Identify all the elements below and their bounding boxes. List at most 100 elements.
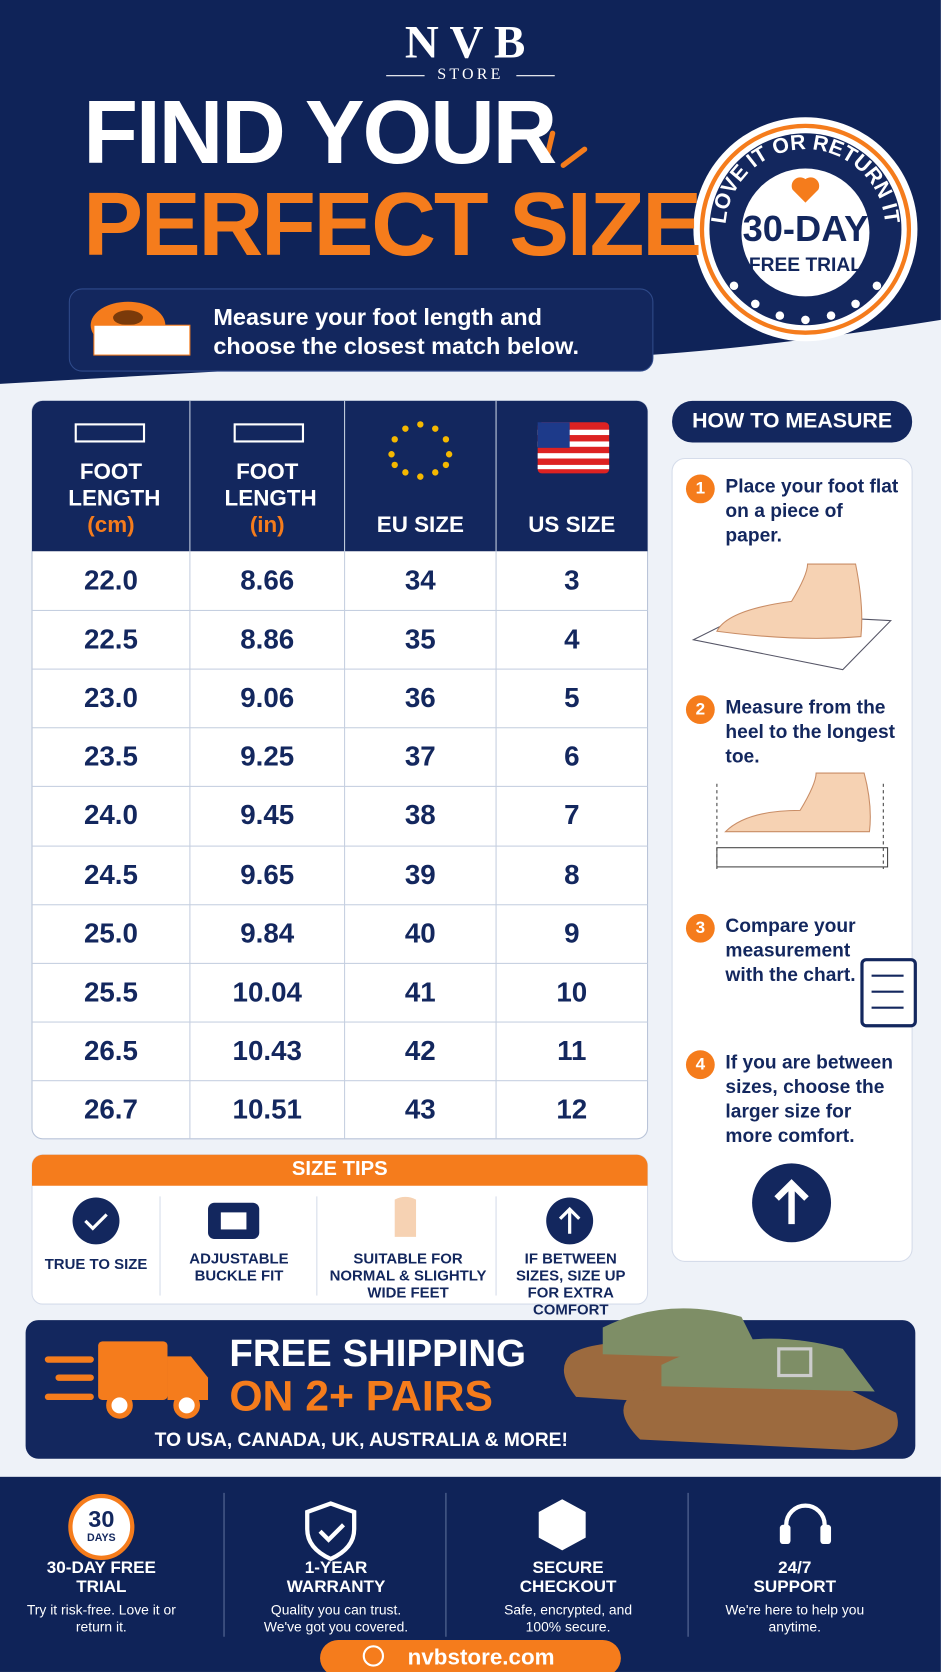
shipping-line1: FREE SHIPPING [229, 1330, 526, 1375]
table-cell: 26.5 [83, 1034, 138, 1067]
globe-icon [362, 1645, 385, 1667]
foot-illustration [691, 563, 892, 671]
tape-icon [90, 301, 191, 356]
table-cell: 11 [557, 1034, 587, 1067]
row-line [32, 1080, 648, 1082]
table-header: US SIZE [496, 401, 647, 551]
tips-title: SIZE TIPS [291, 1158, 388, 1181]
badge-ring [699, 123, 912, 335]
row-line [32, 727, 648, 729]
feature-text: We're here to help you anytime. [725, 1601, 865, 1635]
step-number: 2 [685, 695, 715, 725]
url: nvbstore.com [407, 1645, 555, 1670]
step-text: Place your foot flat on a piece of paper… [725, 475, 899, 546]
feature-text: Quality you can trust. We've got you cov… [263, 1601, 409, 1635]
table-cell: 26.7 [83, 1092, 138, 1125]
table-grid [189, 400, 497, 1139]
table-cell: 6 [564, 740, 580, 773]
header-bg [0, 0, 941, 384]
shipping-line2: ON 2+ PAIRS [229, 1373, 493, 1421]
table-header: EU SIZE [345, 401, 496, 551]
feature-title: 30-DAY FREE TRIAL [46, 1558, 156, 1597]
header-unit: (in) [249, 512, 285, 538]
tips-header [32, 1154, 648, 1186]
feature: 1-YEAR WARRANTY Quality you can trust. We… [229, 1559, 442, 1636]
footer-icons [68, 1493, 832, 1562]
table-cell: 24.5 [83, 857, 138, 890]
badge-small: FREE TRIAL [748, 253, 862, 276]
table-cell: 9.06 [240, 681, 295, 714]
table-cell: 37 [404, 740, 436, 773]
step-text: Measure from the heel to the longest toe… [725, 696, 896, 767]
table-cell: 10.51 [232, 1092, 302, 1125]
badge-center [741, 168, 870, 297]
intro-box [68, 288, 654, 372]
sandals-illustration [563, 1308, 898, 1451]
feature: SECURE CHECKOUT Safe, encrypted, and 100%… [453, 1559, 682, 1636]
brand-sub: STORE [437, 66, 504, 84]
feature: 24/7 SUPPORT We're here to help you anyti… [693, 1559, 896, 1636]
table-cell: 41 [404, 975, 436, 1008]
tip-text: IF BETWEEN SIZES, SIZE UP FOR EXTRA COMF… [515, 1249, 626, 1318]
header-label: US SIZE [528, 512, 616, 538]
badge-unit: DAYS [87, 1532, 116, 1545]
header-label: EU SIZE [376, 512, 464, 538]
table-cell: 40 [404, 916, 436, 949]
feature-title: 1-YEAR WARRANTY [286, 1558, 386, 1597]
table-cell: 4 [564, 622, 580, 655]
table-cell: 9.84 [240, 916, 295, 949]
table-cell: 34 [404, 564, 436, 597]
clipboard-icon [860, 958, 917, 1028]
badge-number: 30 [88, 1505, 115, 1533]
table-cell: 38 [404, 799, 436, 832]
table-header: FOOT LENGTH (cm) [32, 401, 190, 551]
row-line [32, 845, 648, 847]
headline-2: PERFECT SIZE [83, 173, 702, 275]
header-label: FOOT LENGTH [68, 459, 161, 511]
table-cell: 35 [404, 622, 436, 655]
how-title-bg [672, 400, 913, 443]
tip-text: ADJUSTABLE BUCKLE FIT [189, 1249, 289, 1284]
table-cell: 8.66 [240, 564, 295, 597]
truck-icon [44, 1341, 209, 1419]
table-header: FOOT LENGTH (in) [190, 401, 345, 551]
table-cell: 8.86 [240, 622, 295, 655]
tips-dividers [159, 1196, 497, 1296]
brand-name: NVB [404, 15, 537, 69]
heart [791, 177, 820, 203]
eu-flag [388, 421, 453, 480]
table-cell: 25.5 [83, 975, 138, 1008]
table-cell: 42 [404, 1034, 436, 1067]
tip-text: SUITABLE FOR NORMAL & SLIGHTLY WIDE FEET [329, 1249, 487, 1301]
table-cell: 9.25 [240, 740, 295, 773]
table-cell: 7 [564, 799, 580, 832]
table-cell: 39 [404, 857, 436, 890]
badge-big: 30-DAY [742, 208, 869, 250]
feature-title: 24/7 SUPPORT [753, 1558, 837, 1597]
header-unit: (cm) [87, 512, 135, 538]
feature-text: Safe, encrypted, and 100% secure. [504, 1601, 633, 1635]
table-cell: 22.0 [83, 564, 138, 597]
ruler-icons [74, 423, 305, 443]
row-line [32, 668, 648, 670]
footer-bg [0, 1476, 941, 1672]
row-line [32, 903, 648, 905]
footer-dividers [223, 1492, 689, 1637]
table-cell: 12 [556, 1092, 588, 1125]
table-cell: 8 [564, 857, 580, 890]
table-cell: 10 [556, 975, 588, 1008]
step-number: 1 [685, 474, 715, 504]
foot-ruler-illustration [716, 772, 889, 870]
tip-icons [72, 1196, 594, 1245]
table-header-bg [32, 400, 648, 552]
table-cell: 43 [404, 1092, 436, 1125]
tip-text: TRUE TO SIZE [44, 1255, 148, 1273]
table-cell: 10.04 [232, 975, 302, 1008]
intro-text: Measure your foot length and choose the … [213, 303, 579, 360]
row-line [32, 1021, 648, 1023]
how-title: HOW TO MEASURE [692, 409, 893, 433]
stars [729, 281, 882, 325]
table-cell: 24.0 [83, 799, 138, 832]
